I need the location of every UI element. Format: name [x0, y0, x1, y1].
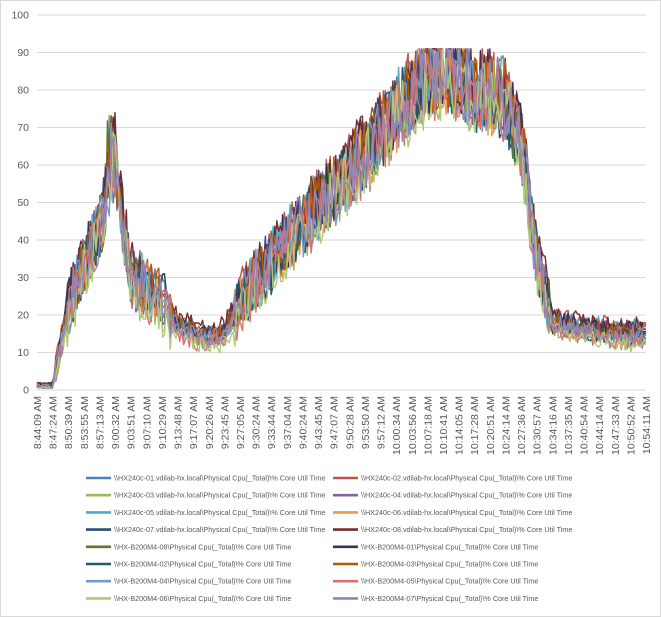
x-tick-label: 10:03:56 AM: [407, 396, 419, 455]
series-line-7: [36, 48, 647, 389]
x-tick-label: 10:17:28 AM: [469, 396, 481, 455]
x-tick-label: 10:44:14 AM: [594, 396, 606, 455]
y-tick-label: 10: [17, 347, 29, 359]
legend-entry-5: \\HX240c-05.vdilab-hx.local\Physical Cpu…: [114, 508, 325, 517]
legend-entry-14: \\HX-B200M4-05\Physical Cpu(_Total)\% Co…: [361, 577, 538, 586]
legend-entry-3: \\HX240c-03.vdilab-hx.local\Physical Cpu…: [114, 491, 325, 500]
series-line-13: [36, 48, 647, 389]
x-tick-label: 9:50:28 AM: [344, 396, 356, 449]
x-tick-label: 9:00:32 AM: [110, 396, 122, 449]
x-tick-label: 8:50:39 AM: [63, 396, 75, 449]
y-tick-label: 20: [17, 310, 29, 322]
x-tick-label: 9:20:26 AM: [204, 396, 216, 449]
x-tick-label: 9:43:45 AM: [313, 396, 325, 449]
x-tick-label: 9:53:50 AM: [360, 396, 372, 449]
x-tick-label: 9:10:29 AM: [157, 396, 169, 449]
series-line-2: [36, 48, 647, 389]
series-line-12: [36, 48, 647, 389]
series-line-16: [36, 48, 647, 389]
y-tick-label: 50: [17, 197, 29, 209]
series-line-6: [36, 48, 647, 389]
legend-entry-8: \\HX240c-08.vdilab-hx.local\Physical Cpu…: [361, 525, 572, 534]
x-tick-label: 8:44:09 AM: [32, 396, 44, 449]
x-tick-label: 10:10:41 AM: [438, 396, 450, 455]
legend-entry-4: \\HX240c-04.vdilab-hx.local\Physical Cpu…: [361, 491, 572, 500]
y-tick-label: 60: [17, 160, 29, 172]
x-tick-label: 9:13:48 AM: [173, 396, 185, 449]
x-tick-label: 10:34:16 AM: [547, 396, 559, 455]
legend-entry-10: \\HX-B200M4-01\Physical Cpu(_Total)\% Co…: [361, 542, 538, 551]
x-tick-label: 9:47:07 AM: [329, 396, 341, 449]
x-tick-label: 9:30:24 AM: [251, 396, 263, 449]
x-tick-label: 10:37:35 AM: [563, 396, 575, 455]
legend-entry-6: \\HX240c-06.vdilab-hx.local\Physical Cpu…: [361, 508, 572, 517]
x-tick-label: 9:57:12 AM: [376, 396, 388, 449]
x-tick-label: 10:40:54 AM: [579, 396, 591, 455]
x-axis: 8:44:09 AM 8:47:24 AM 8:50:39 AM 8:53:55 AM…: [32, 396, 653, 455]
series-line-11: [36, 48, 647, 389]
x-tick-label: 8:53:55 AM: [79, 396, 91, 449]
series-line-10: [36, 48, 647, 389]
x-tick-label: 10:24:14 AM: [500, 396, 512, 455]
x-tick-label: 10:50:52 AM: [625, 396, 637, 455]
x-tick-label: 8:57:13 AM: [94, 396, 106, 449]
y-tick-label: 40: [17, 235, 29, 247]
x-tick-label: 9:27:05 AM: [235, 396, 247, 449]
gridlines: [37, 14, 646, 391]
y-tick-label: 70: [17, 122, 29, 134]
legend-entry-2: \\HX240c-02.vdilab-hx.local\Physical Cpu…: [361, 474, 572, 483]
y-axis: 0 10 20 30 40 50 60 70 80 90 100: [11, 10, 29, 397]
x-tick-label: 10:07:18 AM: [422, 396, 434, 455]
series-line-15: [36, 48, 647, 389]
legend-entry-9: \\HX-B200M4-08\Physical Cpu(_Total)\% Co…: [114, 542, 291, 551]
y-tick-label: 0: [23, 385, 29, 397]
x-tick-label: 9:23:45 AM: [219, 396, 231, 449]
series-line-4: [36, 48, 647, 389]
y-tick-label: 90: [17, 47, 29, 59]
legend-entry-13: \\HX-B200M4-04\Physical Cpu(_Total)\% Co…: [114, 577, 291, 586]
legend-entry-15: \\HX-B200M4-06\Physical Cpu(_Total)\% Co…: [114, 594, 291, 603]
x-tick-label: 9:40:24 AM: [297, 396, 309, 449]
x-tick-label: 10:27:36 AM: [516, 396, 528, 455]
legend-entry-7: \\HX240c-07.vdilab-hx.local\Physical Cpu…: [114, 525, 325, 534]
y-tick-label: 80: [17, 85, 29, 97]
y-tick-label: 100: [11, 10, 29, 22]
x-tick-label: 10:14:05 AM: [454, 396, 466, 455]
legend-entry-11: \\HX-B200M4-02\Physical Cpu(_Total)\% Co…: [114, 560, 291, 569]
series-line-3: [36, 48, 647, 389]
x-tick-label: 9:03:51 AM: [126, 396, 138, 449]
x-tick-label: 10:47:33 AM: [610, 396, 622, 455]
x-tick-label: 10:20:51 AM: [485, 396, 497, 455]
series-line-9: [36, 48, 647, 389]
x-tick-label: 9:37:04 AM: [282, 396, 294, 449]
series-line-5: [36, 48, 647, 389]
x-tick-label: 9:17:07 AM: [188, 396, 200, 449]
legend-entry-1: \\HX240c-01.vdilab-hx.local\Physical Cpu…: [114, 474, 325, 483]
x-tick-label: 10:00:34 AM: [391, 396, 403, 455]
x-tick-label: 8:47:24 AM: [48, 396, 60, 449]
x-tick-label: 10:54:11 AM: [641, 396, 653, 454]
x-tick-label: 10:30:57 AM: [532, 396, 544, 455]
legend-entry-12: \\HX-B200M4-03\Physical Cpu(_Total)\% Co…: [361, 560, 538, 569]
x-tick-label: 9:33:44 AM: [266, 396, 278, 449]
y-tick-label: 30: [17, 272, 29, 284]
series-line-14: [36, 48, 647, 389]
legend-entry-16: \\HX-B200M4-07\Physical Cpu(_Total)\% Co…: [361, 594, 538, 603]
series-line-1: [36, 48, 647, 389]
plot-series: [36, 48, 647, 389]
x-tick-label: 9:07:10 AM: [141, 396, 153, 449]
legend: \\HX240c-01.vdilab-hx.local\Physical Cpu…: [86, 474, 572, 603]
